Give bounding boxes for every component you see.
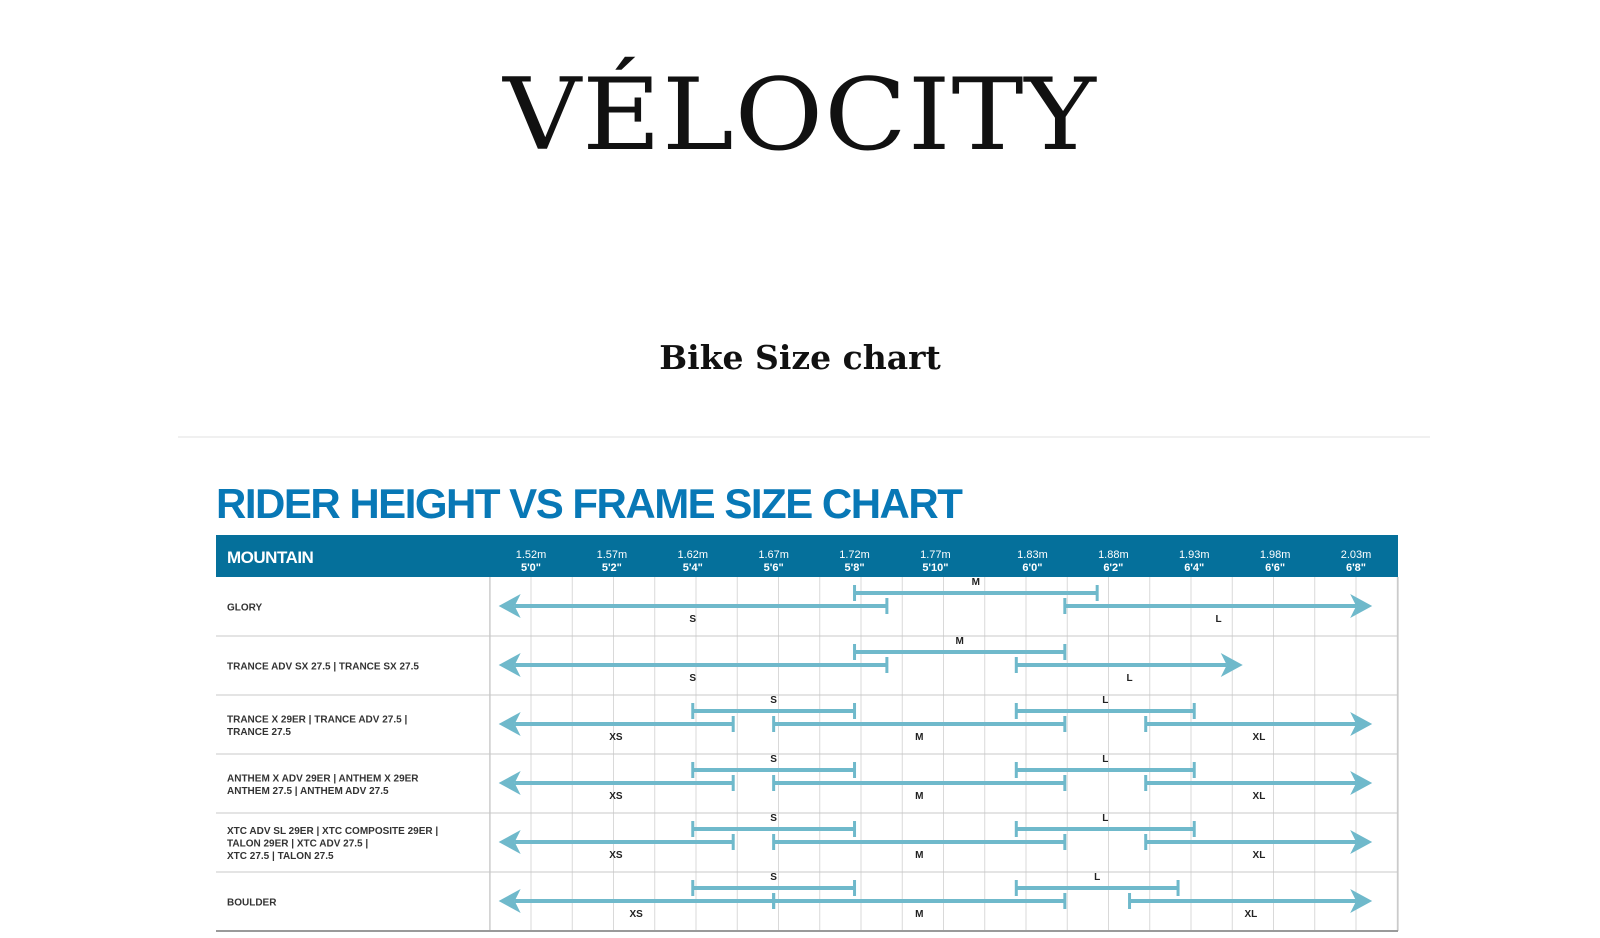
tick-label-imperial: 6'8" (1346, 562, 1366, 574)
size-label: XS (609, 850, 623, 861)
tick-label-imperial: 5'4" (683, 562, 703, 574)
row-label: XTC ADV SL 29ER | XTC COMPOSITE 29ER | (227, 826, 438, 837)
row-label: XTC 27.5 | TALON 27.5 (227, 851, 334, 862)
size-label: L (1215, 614, 1221, 625)
range-arrowhead-right (1350, 889, 1373, 913)
row-label: GLORY (227, 603, 263, 614)
tick-label-imperial: 5'2" (602, 562, 622, 574)
range-arrowhead-right (1350, 594, 1373, 618)
range-arrowhead-right (1220, 653, 1243, 677)
row-label: ANTHEM X ADV 29ER | ANTHEM X 29ER (227, 773, 419, 784)
size-label: S (770, 872, 777, 883)
velocity-logo[interactable]: VÉLOCITY (503, 58, 1097, 174)
range-arrowhead-right (1350, 771, 1373, 795)
tick-label-imperial: 5'8" (844, 562, 864, 574)
tick-label-metric: 1.93m (1179, 549, 1210, 561)
row-label: TRANCE 27.5 (227, 727, 291, 738)
size-label: XL (1244, 909, 1257, 920)
chart-header-bar (216, 535, 1398, 577)
size-label: L (1102, 754, 1108, 765)
range-arrowhead-left (498, 830, 521, 854)
size-label: XS (609, 732, 623, 743)
tick-label-imperial: 5'0" (521, 562, 541, 574)
tick-label-metric: 1.62m (677, 549, 708, 561)
tick-label-imperial: 6'4" (1184, 562, 1204, 574)
size-label: S (770, 695, 777, 706)
range-arrowhead-left (498, 594, 521, 618)
tick-label-imperial: 6'0" (1022, 562, 1042, 574)
size-label: L (1102, 813, 1108, 824)
row-label: TRANCE X 29ER | TRANCE ADV 27.5 | (227, 714, 407, 725)
size-label: L (1094, 872, 1100, 883)
size-label: XS (609, 791, 623, 802)
size-label: XL (1253, 791, 1266, 802)
size-label: L (1126, 673, 1132, 684)
tick-label-metric: 1.52m (516, 549, 547, 561)
size-label: M (915, 791, 923, 802)
size-label: M (915, 909, 923, 920)
row-label: ANTHEM 27.5 | ANTHEM ADV 27.5 (227, 786, 389, 797)
tick-label-metric: 1.88m (1098, 549, 1129, 561)
tick-label-metric: 1.83m (1017, 549, 1048, 561)
row-label: TRANCE ADV SX 27.5 | TRANCE SX 27.5 (227, 662, 419, 673)
size-label: S (689, 673, 696, 684)
tick-label-metric: 1.98m (1260, 549, 1291, 561)
tick-label-metric: 1.72m (839, 549, 870, 561)
row-label: TALON 29ER | XTC ADV 27.5 | (227, 839, 368, 850)
range-arrowhead-left (498, 771, 521, 795)
range-arrowhead-right (1350, 712, 1373, 736)
divider (178, 436, 1430, 438)
tick-label-imperial: 6'2" (1103, 562, 1123, 574)
range-arrowhead-left (498, 653, 521, 677)
tick-label-metric: 1.67m (758, 549, 789, 561)
size-label: S (770, 754, 777, 765)
category-header-label: MOUNTAIN (227, 548, 314, 567)
size-label: M (956, 636, 964, 647)
chart-title: RIDER HEIGHT VS FRAME SIZE CHART (216, 480, 963, 527)
tick-label-metric: 2.03m (1341, 549, 1372, 561)
size-label: S (689, 614, 696, 625)
size-label: S (770, 813, 777, 824)
page-title: Bike Size chart (659, 338, 941, 377)
size-label: XL (1253, 732, 1266, 743)
size-label: XS (629, 909, 643, 920)
size-label: M (972, 577, 980, 588)
size-label: XL (1253, 850, 1266, 861)
range-arrowhead-left (498, 712, 521, 736)
tick-label-imperial: 5'10" (922, 562, 948, 574)
tick-label-imperial: 6'6" (1265, 562, 1285, 574)
tick-label-imperial: 5'6" (764, 562, 784, 574)
size-label: M (915, 850, 923, 861)
tick-label-metric: 1.57m (597, 549, 628, 561)
range-arrowhead-right (1350, 830, 1373, 854)
size-label: L (1102, 695, 1108, 706)
range-arrowhead-left (498, 889, 521, 913)
size-label: M (915, 732, 923, 743)
row-label: BOULDER (227, 898, 277, 909)
tick-label-metric: 1.77m (920, 549, 951, 561)
